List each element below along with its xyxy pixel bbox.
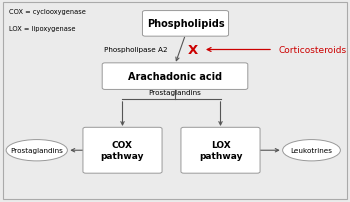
Text: LOX = lipoxygenase: LOX = lipoxygenase — [9, 26, 75, 32]
Text: X: X — [187, 44, 198, 57]
FancyBboxPatch shape — [142, 12, 229, 37]
FancyBboxPatch shape — [102, 63, 248, 90]
Text: Leukotrines: Leukotrines — [290, 147, 332, 154]
Text: Prostaglandins: Prostaglandins — [10, 147, 63, 154]
Ellipse shape — [283, 140, 340, 161]
FancyBboxPatch shape — [83, 128, 162, 173]
Ellipse shape — [6, 140, 67, 161]
Text: Corticosteroids: Corticosteroids — [278, 46, 346, 55]
Text: Arachadonic acid: Arachadonic acid — [128, 72, 222, 82]
Text: COX = cyclooxygenase: COX = cyclooxygenase — [9, 9, 86, 15]
Text: Prostaglandins: Prostaglandins — [148, 89, 202, 95]
Text: Phospholipase A2: Phospholipase A2 — [104, 47, 168, 53]
Text: COX
pathway: COX pathway — [101, 140, 144, 161]
Text: Phospholipids: Phospholipids — [147, 19, 224, 29]
FancyBboxPatch shape — [181, 128, 260, 173]
Text: LOX
pathway: LOX pathway — [199, 140, 242, 161]
